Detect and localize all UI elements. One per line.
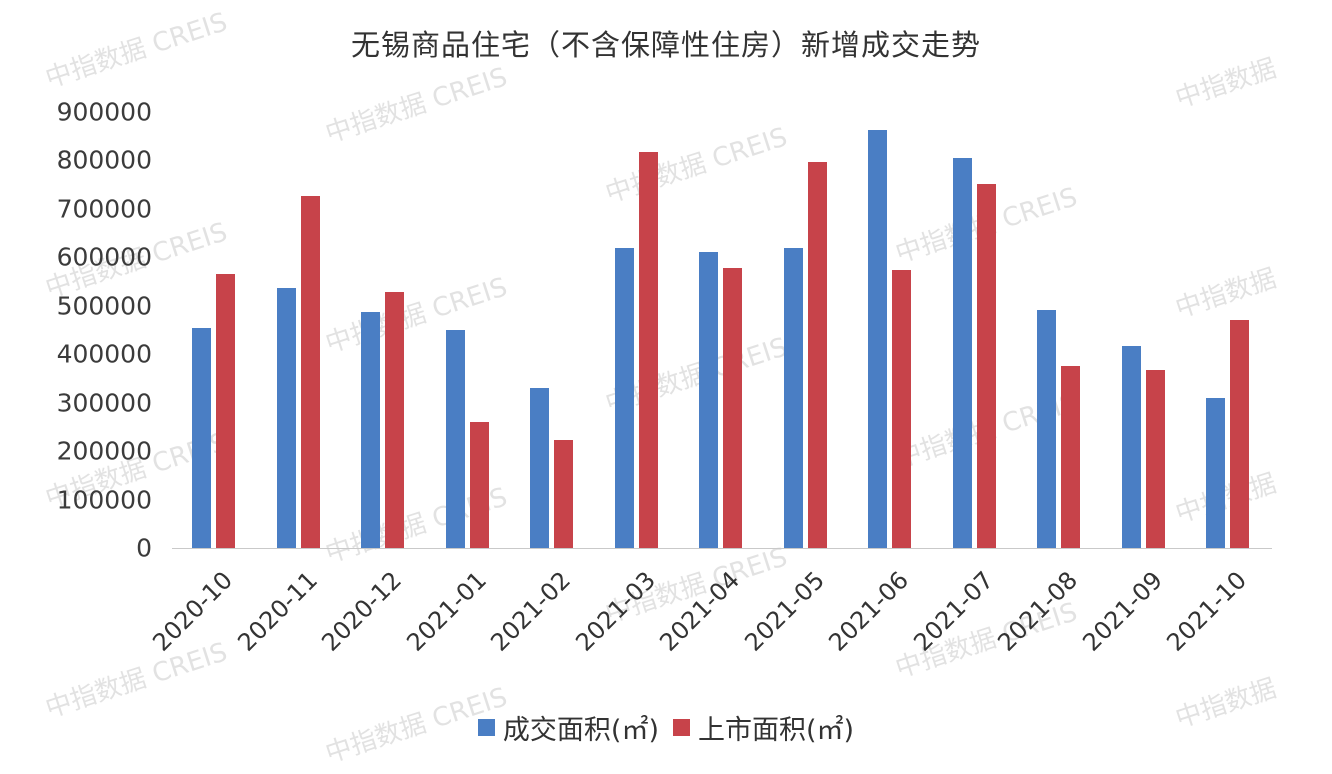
bar-deal-area[interactable]	[276, 287, 296, 548]
bar-deal-area[interactable]	[1121, 345, 1141, 548]
x-tick-label: 2021-08	[992, 566, 1084, 657]
y-tick-label: 200000	[56, 436, 152, 466]
bar-listed-area[interactable]	[1061, 365, 1081, 548]
x-tick-label: 2020-12	[316, 566, 408, 657]
bar-deal-area[interactable]	[952, 158, 972, 548]
x-tick-label: 2021-10	[1161, 566, 1253, 657]
bar-deal-area[interactable]	[1206, 397, 1226, 548]
x-tick-label: 2021-04	[654, 566, 746, 657]
y-tick-label: 500000	[56, 291, 152, 321]
bar-listed-area[interactable]	[1230, 319, 1250, 548]
watermark: 中指数据	[1171, 263, 1281, 325]
y-tick-label: 100000	[56, 485, 152, 515]
chart-title: 无锡商品住宅（不含保障性住房）新增成交走势	[350, 28, 981, 62]
bar-deal-area[interactable]	[868, 129, 888, 548]
y-tick-label: 700000	[56, 194, 152, 224]
bar-listed-area[interactable]	[638, 152, 658, 548]
bar-deal-area[interactable]	[783, 248, 803, 548]
y-tick-label: 0	[136, 533, 152, 563]
x-axis-line	[172, 548, 1272, 549]
bar-listed-area[interactable]	[892, 269, 912, 548]
bar-listed-area[interactable]	[723, 267, 743, 548]
bar-listed-area[interactable]	[554, 439, 574, 548]
y-tick-label: 300000	[56, 388, 152, 418]
y-tick-label: 400000	[56, 339, 152, 369]
x-tick-label: 2020-10	[147, 566, 239, 657]
y-tick-label: 800000	[56, 145, 152, 175]
x-tick-label: 2021-02	[485, 566, 577, 657]
watermark: 中指数据 CREIS	[601, 122, 791, 210]
legend-item-listed-area[interactable]: 上市面积(㎡)	[673, 708, 854, 747]
x-tick-label: 2021-07	[908, 566, 999, 657]
bar-listed-area[interactable]	[469, 422, 489, 548]
watermark: 中指数据 CREIS	[321, 62, 511, 150]
legend-label: 成交面积(㎡)	[502, 715, 659, 746]
x-tick-label: 2021-06	[823, 566, 915, 657]
bar-deal-area[interactable]	[361, 312, 381, 548]
legend-swatch-blue	[477, 719, 495, 736]
legend-item-deal-area[interactable]: 成交面积(㎡)	[477, 708, 659, 747]
legend-label: 上市面积(㎡)	[698, 715, 855, 746]
bar-deal-area[interactable]	[445, 330, 465, 548]
bar-deal-area[interactable]	[699, 252, 719, 548]
bar-deal-area[interactable]	[614, 248, 634, 548]
bar-listed-area[interactable]	[807, 161, 827, 548]
x-tick-label: 2021-03	[570, 566, 661, 657]
legend-swatch-red	[673, 719, 690, 736]
bar-deal-area[interactable]	[530, 388, 550, 548]
x-tick-label: 2021-01	[401, 566, 492, 657]
legend: 成交面积(㎡) 上市面积(㎡)	[0, 708, 1332, 747]
bar-listed-area[interactable]	[385, 292, 405, 548]
x-tick-label: 2021-05	[739, 566, 830, 657]
bar-listed-area[interactable]	[300, 195, 320, 548]
bar-deal-area[interactable]	[1037, 310, 1057, 548]
y-tick-label: 600000	[56, 242, 152, 272]
x-tick-label: 2021-09	[1077, 566, 1168, 657]
bar-listed-area[interactable]	[1145, 370, 1165, 548]
bar-listed-area[interactable]	[976, 184, 996, 548]
bar-listed-area[interactable]	[216, 273, 236, 548]
x-tick-label: 2020-11	[232, 566, 323, 657]
bar-deal-area[interactable]	[192, 328, 212, 548]
y-tick-label: 900000	[56, 97, 152, 127]
watermark: 中指数据 CREIS	[321, 272, 511, 360]
